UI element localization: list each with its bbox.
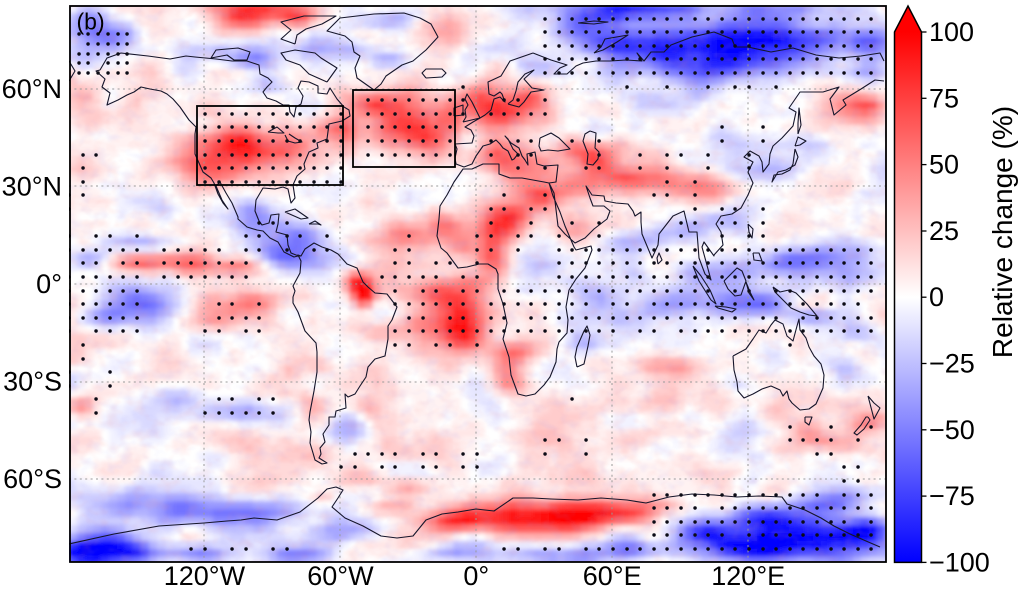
svg-text:−100: −100: [929, 547, 990, 577]
svg-text:0°: 0°: [36, 269, 62, 299]
svg-text:30°S: 30°S: [3, 367, 62, 397]
svg-text:0: 0: [929, 282, 944, 312]
svg-text:60°E: 60°E: [583, 561, 642, 591]
svg-text:60°W: 60°W: [307, 561, 374, 591]
svg-text:120°W: 120°W: [164, 561, 246, 591]
svg-text:120°E: 120°E: [711, 561, 785, 591]
svg-text:0°: 0°: [463, 561, 489, 591]
svg-text:Relative change (%): Relative change (%): [987, 106, 1018, 358]
svg-text:−25: −25: [929, 349, 975, 379]
svg-text:50: 50: [929, 150, 959, 180]
svg-text:60°S: 60°S: [3, 464, 62, 494]
svg-text:−75: −75: [929, 481, 975, 511]
svg-text:75: 75: [929, 83, 959, 113]
svg-text:100: 100: [929, 17, 974, 47]
svg-text:60°N: 60°N: [2, 74, 62, 104]
svg-text:25: 25: [929, 216, 959, 246]
svg-text:−50: −50: [929, 415, 975, 445]
svg-text:(b): (b): [77, 9, 105, 35]
svg-text:30°N: 30°N: [2, 172, 62, 202]
